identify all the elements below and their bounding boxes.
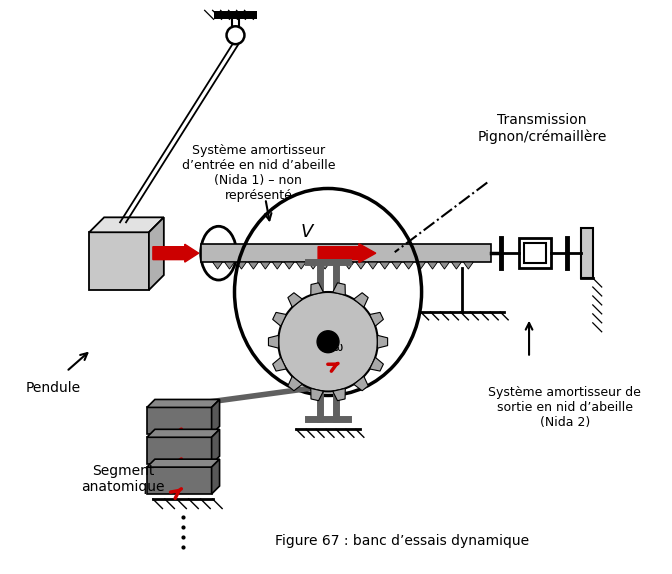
Text: V: V xyxy=(301,223,313,241)
Text: Transmission
Pignon/crémaillère: Transmission Pignon/crémaillère xyxy=(477,114,607,144)
Bar xyxy=(581,228,593,278)
Polygon shape xyxy=(392,262,402,269)
Polygon shape xyxy=(370,358,384,371)
Polygon shape xyxy=(273,358,286,371)
Polygon shape xyxy=(310,283,323,295)
Polygon shape xyxy=(212,400,220,435)
Bar xyxy=(201,244,491,262)
Text: Segment
anatomique: Segment anatomique xyxy=(81,464,165,494)
Polygon shape xyxy=(284,262,294,269)
Bar xyxy=(89,232,149,290)
Polygon shape xyxy=(288,293,302,307)
Polygon shape xyxy=(415,262,425,269)
Text: ω: ω xyxy=(332,341,342,354)
Polygon shape xyxy=(272,262,282,269)
Bar xyxy=(147,408,212,435)
Bar xyxy=(214,11,257,20)
Polygon shape xyxy=(427,262,437,269)
Polygon shape xyxy=(296,262,306,269)
Polygon shape xyxy=(353,293,368,307)
Polygon shape xyxy=(320,262,330,269)
Polygon shape xyxy=(249,262,258,269)
Polygon shape xyxy=(368,262,378,269)
Polygon shape xyxy=(149,218,164,290)
Polygon shape xyxy=(212,459,220,494)
FancyArrow shape xyxy=(318,244,376,263)
Bar xyxy=(147,437,212,464)
Circle shape xyxy=(278,292,378,391)
Polygon shape xyxy=(310,389,323,401)
Polygon shape xyxy=(147,429,220,437)
Polygon shape xyxy=(237,262,247,269)
FancyArrow shape xyxy=(153,244,199,262)
Polygon shape xyxy=(212,429,220,464)
Text: Système amortisseur de
sortie en nid d’abeille
(Nida 2): Système amortisseur de sortie en nid d’a… xyxy=(489,386,641,429)
Circle shape xyxy=(317,331,339,352)
Polygon shape xyxy=(333,283,345,295)
Polygon shape xyxy=(273,312,286,326)
Bar xyxy=(147,467,212,494)
Polygon shape xyxy=(378,335,388,348)
Polygon shape xyxy=(260,262,270,269)
Polygon shape xyxy=(452,262,462,269)
Polygon shape xyxy=(224,262,235,269)
Bar xyxy=(519,238,551,268)
Text: Système amortisseur
d’entrée en nid d’abeille
(Nida 1) – non
représenté: Système amortisseur d’entrée en nid d’ab… xyxy=(181,144,335,201)
Polygon shape xyxy=(333,389,345,401)
Polygon shape xyxy=(288,377,302,391)
Polygon shape xyxy=(147,459,220,467)
Polygon shape xyxy=(353,377,368,391)
Polygon shape xyxy=(404,262,414,269)
Bar xyxy=(524,243,546,263)
Polygon shape xyxy=(212,262,222,269)
Polygon shape xyxy=(464,262,473,269)
Polygon shape xyxy=(89,218,164,232)
Polygon shape xyxy=(356,262,366,269)
Polygon shape xyxy=(380,262,390,269)
Text: Pendule: Pendule xyxy=(26,381,81,394)
Polygon shape xyxy=(147,400,220,408)
Polygon shape xyxy=(439,262,450,269)
Text: Figure 67 : banc d’essais dynamique: Figure 67 : banc d’essais dynamique xyxy=(275,534,529,548)
Polygon shape xyxy=(308,262,318,269)
Polygon shape xyxy=(268,335,279,348)
Polygon shape xyxy=(332,262,342,269)
Polygon shape xyxy=(370,312,384,326)
Polygon shape xyxy=(344,262,354,269)
